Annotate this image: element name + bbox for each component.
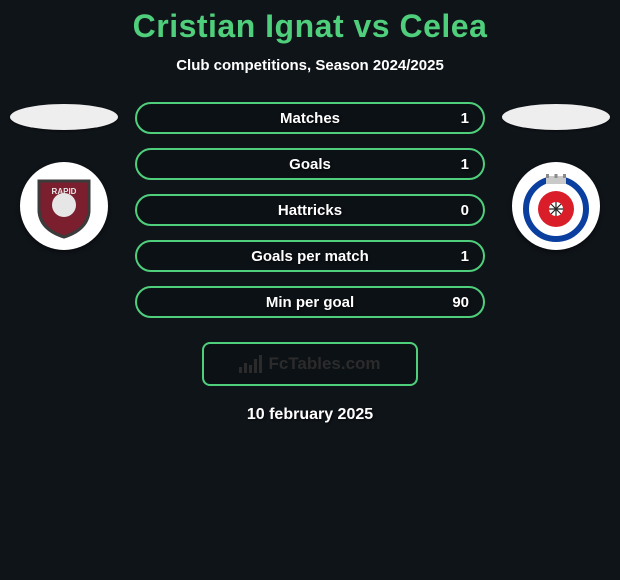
left-side: RAPID xyxy=(9,102,119,250)
stat-label: Goals xyxy=(191,156,429,173)
stat-right-value: 1 xyxy=(429,156,483,173)
stat-label: Goals per match xyxy=(191,248,429,265)
svg-text:RAPID: RAPID xyxy=(52,187,77,196)
left-club-badge: RAPID xyxy=(20,162,108,250)
rapid-crest-icon: RAPID xyxy=(29,171,99,241)
comparison-card: Cristian Ignat vs Celea Club competition… xyxy=(0,0,620,424)
date-label: 10 february 2025 xyxy=(0,406,620,424)
stat-right-value: 0 xyxy=(429,202,483,219)
stat-row-min-per-goal: Min per goal 90 xyxy=(135,286,485,318)
right-player-oval xyxy=(502,104,610,130)
stat-row-goals: Goals 1 xyxy=(135,148,485,180)
subtitle: Club competitions, Season 2024/2025 xyxy=(0,57,620,74)
left-player-oval xyxy=(10,104,118,130)
right-side xyxy=(501,102,611,250)
right-club-badge xyxy=(512,162,600,250)
stat-label: Min per goal xyxy=(191,294,429,311)
stat-row-matches: Matches 1 xyxy=(135,102,485,134)
stat-right-value: 1 xyxy=(429,110,483,127)
stat-label: Hattricks xyxy=(191,202,429,219)
stat-right-value: 1 xyxy=(429,248,483,265)
stats-column: Matches 1 Goals 1 Hattricks 0 Goals per … xyxy=(135,102,485,318)
stat-row-goals-per-match: Goals per match 1 xyxy=(135,240,485,272)
main-row: RAPID Matches 1 Goals 1 Hattricks 0 xyxy=(0,102,620,318)
footer-brand[interactable]: FcTables.com xyxy=(202,342,418,386)
stat-label: Matches xyxy=(191,110,429,127)
page-title: Cristian Ignat vs Celea xyxy=(0,8,620,45)
botosani-crest-icon xyxy=(519,169,593,243)
footer-brand-text: FcTables.com xyxy=(268,354,380,374)
stat-right-value: 90 xyxy=(429,294,483,311)
stat-row-hattricks: Hattricks 0 xyxy=(135,194,485,226)
bar-chart-icon xyxy=(239,355,262,373)
